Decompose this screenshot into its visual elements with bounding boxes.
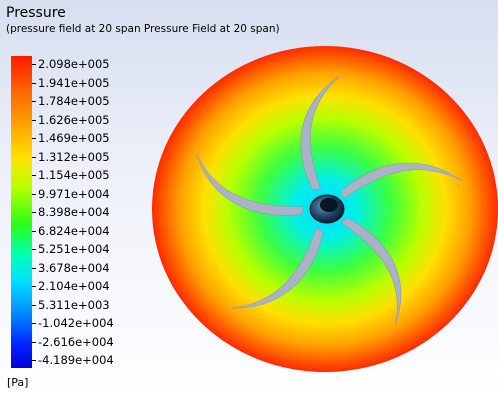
impeller-blade — [340, 162, 463, 200]
legend-tick-labels: 2.098e+005 1.941e+005 1.784e+005 1.626e+005… — [32, 56, 152, 368]
legend-colorbar — [11, 56, 32, 368]
impeller-blades — [196, 76, 463, 325]
impeller-blade — [340, 217, 402, 325]
legend-tick-label: 5.311e+003 — [32, 298, 110, 312]
legend-tick-label: -4.189e+004 — [32, 353, 114, 367]
legend-tick-label: 5.251e+004 — [32, 242, 110, 256]
legend-tick-label: -1.042e+004 — [32, 316, 114, 330]
legend-tick-label: 2.098e+005 — [32, 57, 110, 71]
plot-title: Pressure — [6, 5, 66, 21]
legend-tick-label: 1.312e+005 — [32, 150, 110, 164]
impeller-blade — [196, 154, 304, 216]
impeller-blade — [231, 227, 324, 309]
legend-tick-label: 1.154e+005 — [32, 168, 110, 182]
legend-tick-label: 2.104e+004 — [32, 279, 110, 293]
legend-tick-label: 1.784e+005 — [32, 94, 110, 108]
legend-tick-label: 1.941e+005 — [32, 76, 110, 90]
legend-tick-label: 9.971e+004 — [32, 187, 110, 201]
legend-tick-label: 1.469e+005 — [32, 131, 110, 145]
plot-subtitle: (pressure field at 20 span Pressure Fiel… — [6, 23, 280, 35]
impeller-hub-bore — [320, 198, 338, 212]
legend-tick-label: -2.616e+004 — [32, 335, 114, 349]
legend-tick-label: 8.398e+004 — [32, 205, 110, 219]
legend-unit: [Pa] — [7, 376, 29, 389]
legend-tick-label: 3.678e+004 — [32, 261, 110, 275]
legend-tick-label: 1.626e+005 — [32, 113, 110, 127]
legend-tick-label: 6.824e+004 — [32, 224, 110, 238]
impeller-blade — [300, 76, 340, 190]
